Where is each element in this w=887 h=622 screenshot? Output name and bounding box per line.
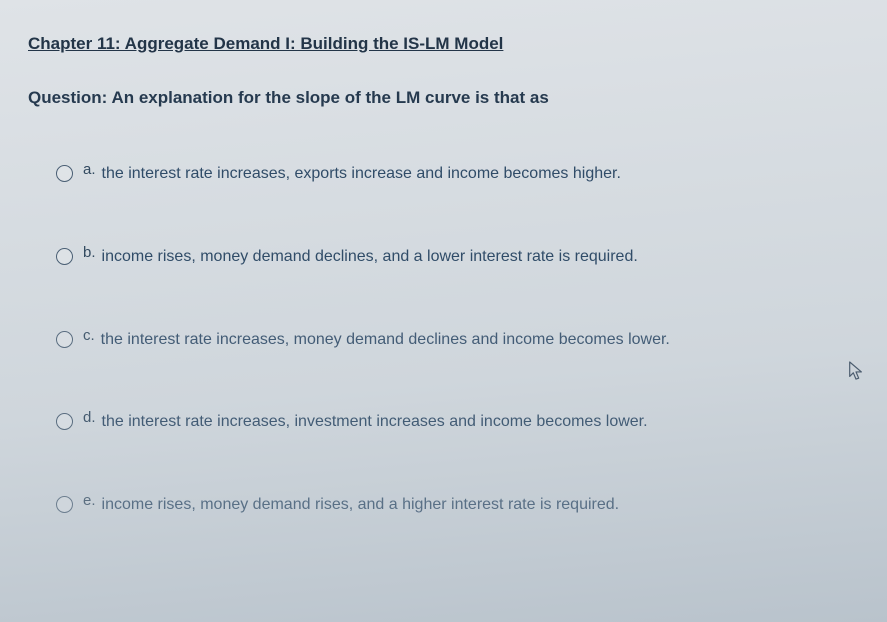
cursor-icon — [847, 360, 865, 382]
option-text: the interest rate increases, money deman… — [101, 330, 859, 351]
radio-c[interactable] — [56, 331, 73, 348]
radio-b[interactable] — [56, 248, 73, 265]
option-letter: e. — [83, 492, 96, 509]
option-e[interactable]: e. income rises, money demand rises, and… — [56, 495, 859, 516]
option-letter: d. — [83, 409, 96, 426]
option-d[interactable]: d. the interest rate increases, investme… — [56, 412, 859, 433]
radio-e[interactable] — [56, 496, 73, 513]
option-a[interactable]: a. the interest rate increases, exports … — [56, 164, 859, 185]
option-text: the interest rate increases, exports inc… — [102, 164, 859, 185]
question-prompt: Question: An explanation for the slope o… — [28, 88, 859, 108]
question-label: Question: — [28, 88, 107, 107]
chapter-link[interactable]: Chapter 11: Aggregate Demand I: Building… — [28, 34, 503, 54]
option-letter: a. — [83, 161, 96, 178]
question-text: An explanation for the slope of the LM c… — [111, 88, 548, 107]
option-c[interactable]: c. the interest rate increases, money de… — [56, 330, 859, 351]
radio-d[interactable] — [56, 413, 73, 430]
radio-a[interactable] — [56, 165, 73, 182]
option-text: the interest rate increases, investment … — [102, 412, 859, 433]
quiz-page: Chapter 11: Aggregate Demand I: Building… — [0, 0, 887, 516]
option-letter: c. — [83, 327, 95, 344]
option-letter: b. — [83, 244, 96, 261]
option-b[interactable]: b. income rises, money demand declines, … — [56, 247, 859, 268]
option-text: income rises, money demand declines, and… — [102, 247, 859, 268]
option-text: income rises, money demand rises, and a … — [102, 495, 859, 516]
options-list: a. the interest rate increases, exports … — [28, 164, 859, 516]
